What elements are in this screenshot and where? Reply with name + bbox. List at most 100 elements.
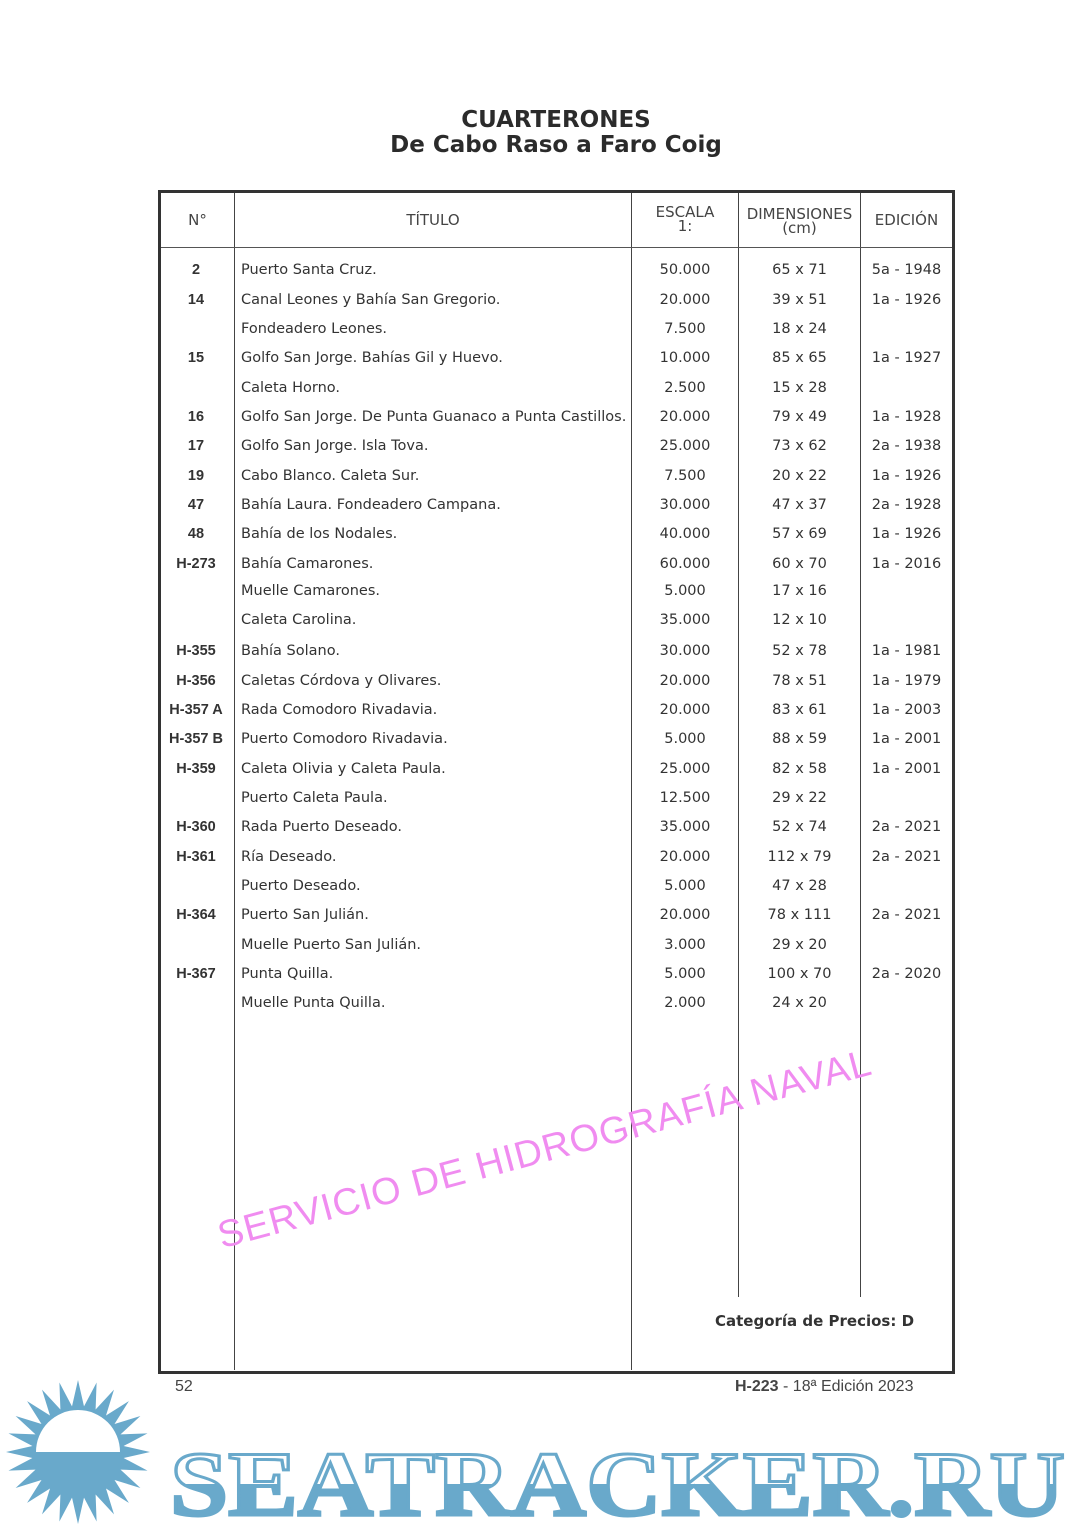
cell-edicion: 1a - 2001 [871, 761, 942, 777]
cell-edicion: 1a - 2016 [871, 556, 942, 572]
cell-dim: 20 x 22 [772, 468, 827, 484]
header-divider [161, 247, 952, 248]
cell-dim: 85 x 65 [772, 350, 827, 366]
cell-edicion: 2a - 2021 [871, 849, 942, 865]
cell-dim: 73 x 62 [772, 438, 827, 454]
cell-dim: 100 x 70 [767, 966, 832, 982]
cell-titulo: Fondeadero Leones. [241, 321, 388, 337]
cell-titulo: Caletas Córdova y Olivares. [241, 673, 442, 689]
cell-titulo: Rada Comodoro Rivadavia. [241, 702, 438, 718]
cell-titulo: Cabo Blanco. Caleta Sur. [241, 468, 420, 484]
cell-dim: 78 x 111 [767, 907, 832, 923]
cell-dim: 79 x 49 [772, 409, 827, 425]
cell-num: H-357 B [169, 731, 223, 747]
cell-dim: 78 x 51 [772, 673, 827, 689]
cell-titulo: Puerto Caleta Paula. [241, 790, 388, 806]
cell-titulo: Bahía de los Nodales. [241, 526, 398, 542]
cell-dim: 65 x 71 [772, 262, 827, 278]
cell-edicion: 1a - 1926 [871, 468, 942, 484]
cell-escala: 2.000 [664, 995, 706, 1011]
cell-dim: 82 x 58 [772, 761, 827, 777]
cell-titulo: Canal Leones y Bahía San Gregorio. [241, 292, 501, 308]
cell-num: H-356 [176, 673, 216, 689]
cell-escala: 20.000 [659, 292, 711, 308]
cell-escala: 35.000 [659, 819, 711, 835]
cell-escala: 5.000 [664, 878, 706, 894]
cell-num: H-273 [176, 556, 216, 572]
cell-escala: 30.000 [659, 643, 711, 659]
cell-dim: 15 x 28 [772, 380, 827, 396]
cell-escala: 20.000 [659, 907, 711, 923]
cell-num: H-357 A [169, 702, 223, 718]
cell-escala: 50.000 [659, 262, 711, 278]
cell-escala: 40.000 [659, 526, 711, 542]
cell-titulo: Bahía Laura. Fondeadero Campana. [241, 497, 501, 513]
cell-edicion: 2a - 1928 [871, 497, 942, 513]
cell-escala: 30.000 [659, 497, 711, 513]
cell-escala: 2.500 [664, 380, 706, 396]
cell-dim: 39 x 51 [772, 292, 827, 308]
cell-num: H-359 [176, 761, 216, 777]
cell-dim: 52 x 74 [772, 819, 827, 835]
page-number: 52 [175, 1378, 193, 1395]
cell-dim: 52 x 78 [772, 643, 827, 659]
cell-titulo: Bahía Camarones. [241, 556, 374, 572]
cell-dim: 88 x 59 [772, 731, 827, 747]
doc-footer: H-223 - 18ª Edición 2023 [735, 1378, 913, 1396]
cell-escala: 35.000 [659, 612, 711, 628]
cell-edicion: 1a - 1926 [871, 292, 942, 308]
cell-num: 47 [187, 497, 205, 513]
cell-titulo: Rada Puerto Deseado. [241, 819, 402, 835]
cell-titulo: Bahía Solano. [241, 643, 340, 659]
divider [234, 193, 235, 1370]
cell-dim: 112 x 79 [767, 849, 832, 865]
col-header-titulo: TÍTULO [406, 211, 460, 229]
doc-code: H-223 [735, 1378, 779, 1395]
col-header-num: N° [188, 211, 207, 229]
cell-num: 19 [187, 468, 205, 484]
cell-dim: 60 x 70 [772, 556, 827, 572]
cell-titulo: Puerto San Julián. [241, 907, 369, 923]
cell-titulo: Punta Quilla. [241, 966, 334, 982]
cell-titulo: Puerto Comodoro Rivadavia. [241, 731, 448, 747]
cell-titulo: Ría Deseado. [241, 849, 337, 865]
cell-dim: 83 x 61 [772, 702, 827, 718]
cell-escala: 5.000 [664, 966, 706, 982]
table-frame [158, 190, 955, 1374]
cell-dim: 12 x 10 [772, 612, 827, 628]
cell-titulo: Caleta Horno. [241, 380, 341, 396]
cell-titulo: Golfo San Jorge. Bahías Gil y Huevo. [241, 350, 503, 366]
cell-titulo: Caleta Carolina. [241, 612, 357, 628]
cell-dim: 57 x 69 [772, 526, 827, 542]
logo-text: SEATRACKER.RU [170, 1433, 1065, 1525]
cell-escala: 20.000 [659, 702, 711, 718]
cell-titulo: Golfo San Jorge. De Punta Guanaco a Punt… [241, 409, 627, 425]
cell-dim: 47 x 37 [772, 497, 827, 513]
cell-titulo: Muelle Punta Quilla. [241, 995, 386, 1011]
cell-num: H-364 [176, 907, 216, 923]
cell-num: H-361 [176, 849, 216, 865]
page-title: CUARTERONES [461, 107, 651, 133]
cell-titulo: Golfo San Jorge. Isla Tova. [241, 438, 429, 454]
cell-num: 14 [187, 292, 205, 308]
cell-escala: 7.500 [664, 321, 706, 337]
cell-escala: 25.000 [659, 438, 711, 454]
seatracker-logo: SEATRACKER.RU [6, 1380, 1067, 1525]
cell-edicion: 1a - 1981 [871, 643, 942, 659]
cell-escala: 12.500 [659, 790, 711, 806]
cell-escala: 20.000 [659, 673, 711, 689]
col-header-dimensiones: DIMENSIONES (cm) [739, 207, 860, 237]
col-header-edicion: EDICIÓN [874, 211, 939, 229]
cell-num: H-367 [176, 966, 216, 982]
page-subtitle: De Cabo Raso a Faro Coig [390, 132, 722, 158]
cell-dim: 18 x 24 [772, 321, 827, 337]
dim-line2: (cm) [782, 219, 817, 237]
cell-escala: 20.000 [659, 849, 711, 865]
cell-edicion: 1a - 1979 [871, 673, 942, 689]
cell-titulo: Puerto Deseado. [241, 878, 361, 894]
cell-titulo: Puerto Santa Cruz. [241, 262, 377, 278]
divider [738, 193, 739, 1297]
cell-titulo: Muelle Camarones. [241, 583, 381, 599]
cell-dim: 47 x 28 [772, 878, 827, 894]
col-header-escala: ESCALA 1: [632, 205, 738, 234]
